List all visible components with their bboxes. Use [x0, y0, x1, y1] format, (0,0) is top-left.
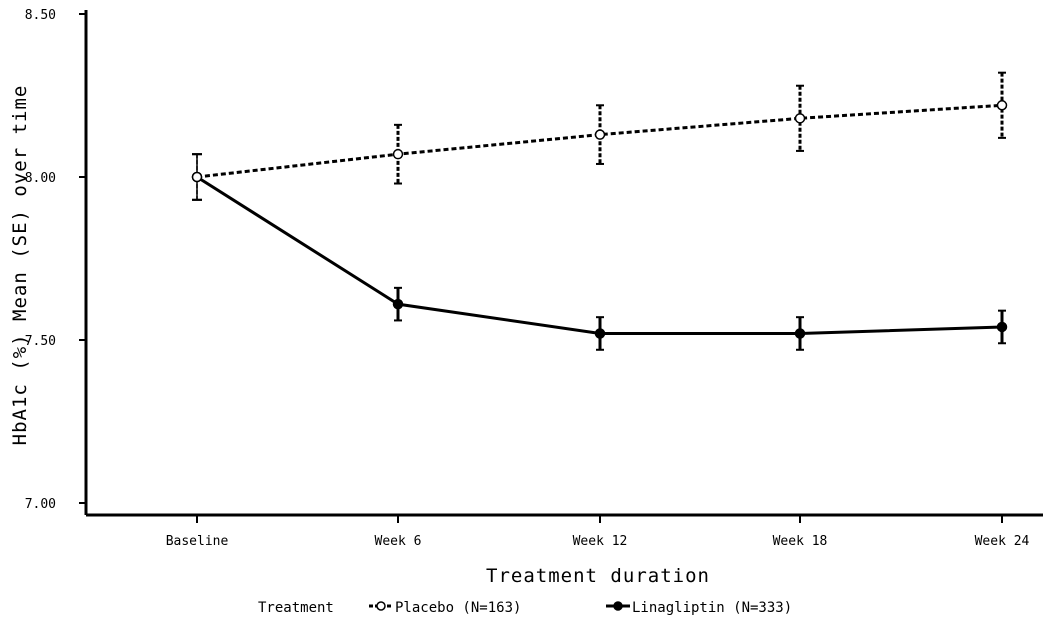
series-layer: [191, 71, 1008, 351]
x-tick-label: Baseline: [166, 534, 229, 549]
legend-swatch-marker: [613, 601, 623, 611]
legend-items: Placebo (N=163) Linagliptin (N=333): [369, 600, 792, 616]
x-tick-label: Week 6: [375, 534, 422, 549]
data-point: [191, 171, 203, 183]
y-tick-label: 7.50: [25, 334, 56, 349]
y-ticks: 7.00 7.50 8.00 8.50: [25, 8, 86, 512]
legend-item-linagliptin: Linagliptin (N=333): [606, 600, 792, 616]
data-point: [392, 298, 404, 310]
data-point: [996, 100, 1008, 111]
error-bar: [192, 153, 202, 201]
series-line: [196, 175, 1003, 335]
y-tick-label: 8.50: [25, 8, 56, 23]
axes: [84, 10, 1043, 517]
x-axis-title: Treatment duration: [486, 565, 710, 587]
y-tick-label: 7.00: [25, 497, 56, 512]
data-point: [996, 321, 1008, 333]
legend-label: Placebo (N=163): [395, 600, 521, 616]
error-bar: [394, 123, 402, 185]
data-point: [594, 328, 606, 339]
data-point: [794, 113, 806, 124]
legend: Treatment Placebo (N=163) Linagliptin (N=…: [258, 600, 792, 616]
error-bar: [596, 104, 604, 165]
x-tick-label: Week 18: [773, 534, 828, 549]
x-tick-label: Week 12: [573, 534, 628, 549]
x-ticks: Baseline Week 6 Week 12 Week 18 Week 24: [166, 515, 1030, 549]
y-axis-title: HbA1c (%) Mean (SE) over time: [9, 85, 31, 446]
legend-item-placebo: Placebo (N=163): [369, 600, 521, 616]
series-placebo: [191, 71, 1008, 201]
series-line: [196, 103, 1003, 179]
series-linagliptin: [191, 153, 1008, 351]
y-tick-label: 8.00: [25, 171, 56, 186]
data-point: [794, 328, 806, 339]
legend-title: Treatment: [258, 600, 334, 616]
data-point: [594, 129, 606, 140]
x-tick-label: Week 24: [975, 534, 1030, 549]
legend-swatch-marker: [376, 601, 386, 611]
data-point: [392, 148, 404, 160]
legend-label: Linagliptin (N=333): [632, 600, 792, 616]
